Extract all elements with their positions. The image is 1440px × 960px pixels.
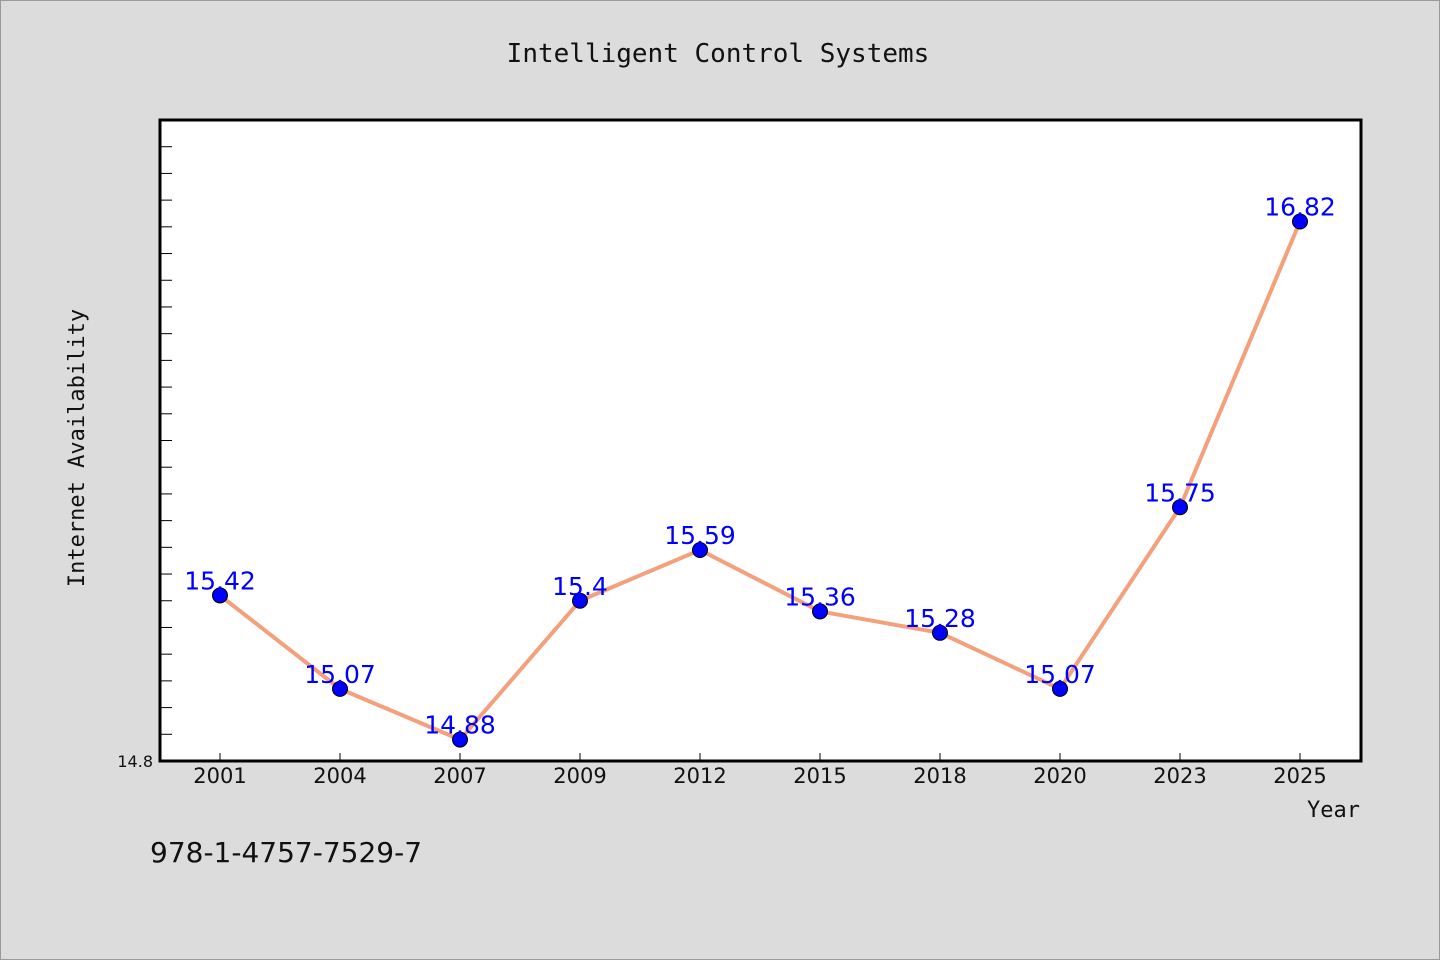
markers-group [212, 213, 1308, 748]
x-tick-label: 2015 [793, 764, 846, 788]
x-tick-label: 2009 [553, 764, 606, 788]
data-point [812, 603, 828, 620]
data-label: 15.75 [1144, 478, 1216, 507]
data-label: 14.88 [424, 711, 496, 740]
data-point [932, 624, 948, 641]
x-tick-label: 2001 [193, 764, 246, 788]
data-label: 15.4 [552, 572, 608, 601]
x-tick-label: 2012 [673, 764, 726, 788]
x-axis-title: Year [1307, 798, 1360, 823]
data-label: 15.59 [664, 521, 736, 550]
x-axis-ticks: 2001 2004 2007 2009 2012 2015 2018 2020 2023 2025 [193, 753, 1327, 788]
series-line-group [218, 220, 1302, 742]
data-label: 15.07 [304, 660, 376, 689]
data-point [572, 592, 588, 609]
data-label: 15.28 [904, 604, 976, 633]
y-axis-title: Internet Availability [65, 309, 90, 587]
x-tick-label: 2020 [1033, 764, 1086, 788]
data-point [1292, 213, 1308, 230]
y-tick-label: 14.8 [117, 752, 153, 771]
data-point [452, 731, 468, 748]
chart-title: Intelligent Control Systems [507, 39, 930, 69]
data-point [692, 542, 708, 559]
data-point [1172, 499, 1188, 516]
plot-area [158, 118, 1363, 763]
data-label: 15.42 [184, 566, 256, 595]
x-tick-label: 2018 [913, 764, 966, 788]
series-line [218, 220, 1302, 742]
data-label: 15.36 [784, 582, 856, 611]
data-point [332, 680, 348, 697]
x-tick-label: 2023 [1153, 764, 1206, 788]
isbn-footer: 978-1-4757-7529-7 [150, 836, 423, 869]
data-labels-group: 15.42 15.07 14.88 15.4 15.59 15.36 15.28 15.07 1… [184, 192, 1336, 739]
data-point [212, 587, 228, 604]
data-label: 15.07 [1024, 660, 1096, 689]
x-tick-label: 2007 [433, 764, 486, 788]
data-point [1052, 680, 1068, 697]
x-tick-label: 2025 [1273, 764, 1326, 788]
y-axis-ticks: 14.8 [117, 119, 172, 771]
x-tick-label: 2004 [313, 764, 366, 788]
data-label: 16.82 [1264, 192, 1336, 221]
